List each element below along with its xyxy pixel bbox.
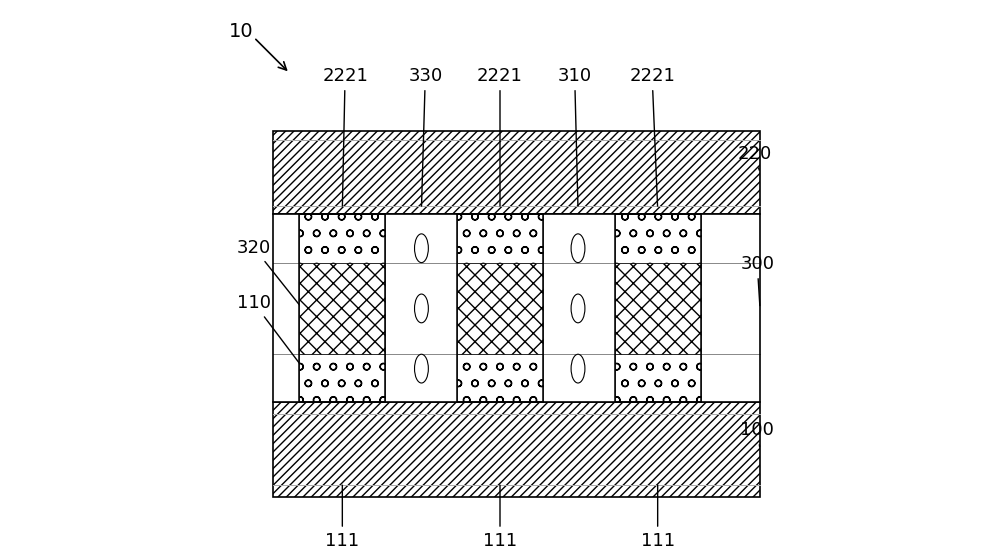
Bar [457, 264, 543, 354]
Text: 100: 100 [740, 421, 774, 447]
Ellipse shape [571, 354, 585, 383]
Text: 2221: 2221 [477, 67, 523, 206]
Text: 111: 111 [325, 485, 359, 550]
Text: 330: 330 [408, 67, 442, 206]
Bar [615, 354, 701, 403]
Bar [273, 403, 760, 497]
Text: 310: 310 [558, 67, 592, 206]
Bar [299, 215, 385, 264]
Text: 220: 220 [737, 145, 772, 170]
Bar [273, 215, 760, 403]
Bar [299, 215, 385, 403]
Text: 2221: 2221 [629, 67, 675, 206]
Ellipse shape [415, 234, 428, 262]
Ellipse shape [571, 234, 585, 262]
Ellipse shape [415, 294, 428, 323]
Bar [273, 131, 760, 215]
Bar [615, 264, 701, 354]
Text: 111: 111 [483, 485, 517, 550]
Bar [615, 215, 701, 264]
Text: 111: 111 [641, 485, 675, 550]
Bar [299, 264, 385, 354]
Bar [273, 215, 760, 403]
Ellipse shape [571, 294, 585, 323]
Text: 320: 320 [237, 239, 300, 306]
Text: 110: 110 [237, 294, 308, 375]
Bar [457, 354, 543, 403]
Text: 300: 300 [740, 255, 774, 306]
Ellipse shape [415, 354, 428, 383]
Text: 10: 10 [229, 22, 253, 41]
Text: 2221: 2221 [322, 67, 368, 206]
Bar [457, 215, 543, 264]
Bar [299, 354, 385, 403]
Bar [615, 215, 701, 403]
Bar [457, 215, 543, 403]
